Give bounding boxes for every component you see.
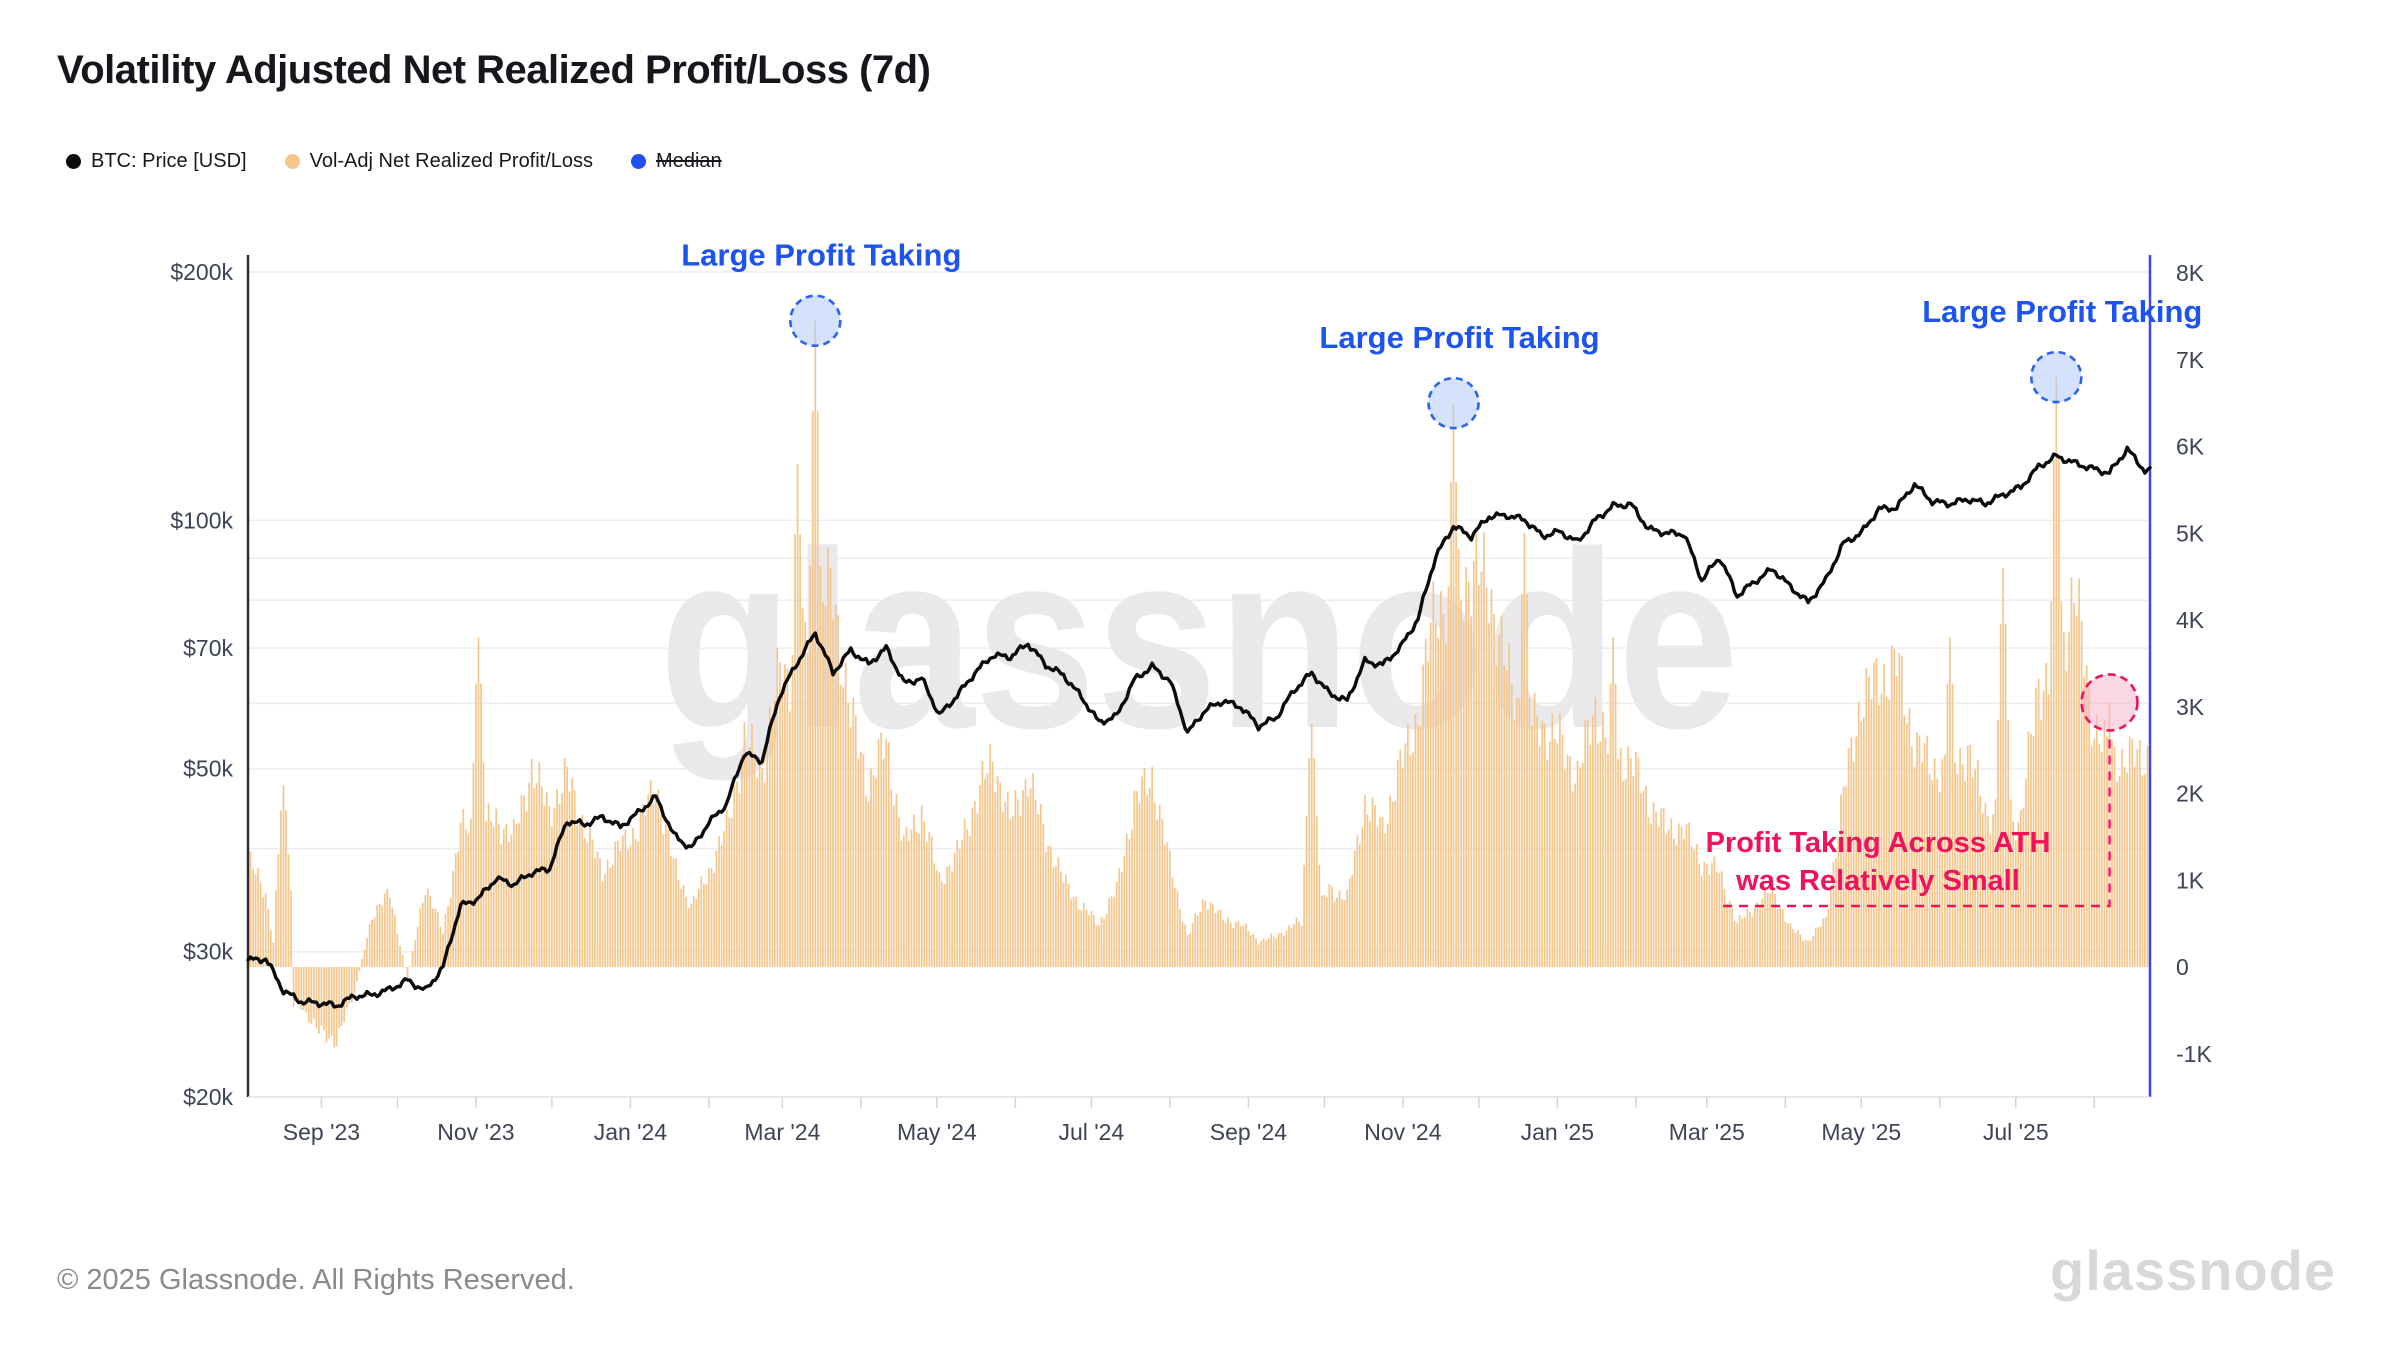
x-axis-tick-label: May '24 [897, 1119, 977, 1145]
chart-legend: BTC: Price [USD] Vol-Adj Net Realized Pr… [66, 150, 722, 173]
profit-taking-marker-circle-1 [789, 294, 842, 348]
y-left-tick-label: $30k [183, 939, 233, 965]
legend-item-median[interactable]: Median [631, 150, 722, 173]
legend-swatch-median-icon [631, 154, 647, 169]
y-left-tick-label: $100k [170, 507, 233, 533]
x-axis-tick-label: Jan '25 [1521, 1119, 1594, 1145]
x-axis-tick-label: Jul '25 [1983, 1119, 2049, 1145]
y-left-tick-label: $20k [183, 1084, 233, 1110]
y-left-tick-label: $70k [183, 635, 233, 661]
legend-swatch-vol-adj-nrpl-icon [284, 154, 300, 169]
small-profit-taking-marker-circle [2080, 673, 2139, 732]
profit-taking-annotation-label-2: Large Profit Taking [1319, 320, 1599, 355]
watermark-layer: glassnode [659, 500, 1739, 781]
x-axis-tick-label: Jan '24 [594, 1119, 668, 1145]
x-axis-tick-label: Nov '24 [1364, 1119, 1441, 1145]
y-right-tick-label: 0 [2176, 954, 2189, 980]
x-axis-tick-label: Mar '25 [1669, 1119, 1745, 1145]
legend-label-btc-price: BTC: Price [USD] [91, 150, 247, 172]
legend-label-median: Median [656, 150, 722, 172]
x-axis-tick-label: Jul '24 [1058, 1119, 1124, 1145]
y-right-tick-label: 2K [2176, 781, 2205, 807]
callout-annotation-label: Profit Taking Across ATH was Relatively S… [1706, 827, 2051, 897]
legend-label-vol-adj-nrpl: Vol-Adj Net Realized Profit/Loss [309, 150, 594, 172]
x-axis-tick-label: Sep '24 [1210, 1119, 1287, 1145]
y-right-tick-label: 5K [2176, 520, 2205, 546]
y-right-tick-label: 7K [2176, 347, 2205, 373]
profit-taking-annotation-label-3: Large Profit Taking [1922, 294, 2202, 329]
x-axis-tick-label: Sep '23 [283, 1119, 360, 1145]
y-right-tick-label: 3K [2176, 694, 2205, 720]
y-right-tick-label: 4K [2176, 607, 2205, 633]
callout-leader-line [1723, 733, 2111, 908]
y-right-tick-label: -1K [2176, 1041, 2212, 1067]
x-axis-tick-label: Mar '24 [744, 1119, 820, 1145]
profit-taking-annotation-label-1: Large Profit Taking [681, 238, 961, 273]
profit-taking-marker-circle-2 [1427, 376, 1480, 430]
annotations-layer: Large Profit Taking Large Profit Taking La… [681, 238, 2202, 908]
btc-price-line [246, 445, 2152, 1009]
y-right-tick-label: 8K [2176, 260, 2205, 286]
y-left-tick-label: $50k [183, 756, 233, 782]
glassnode-brand-logo: glassnode [2050, 1239, 2336, 1302]
y-right-tick-label: 1K [2176, 867, 2205, 893]
glassnode-watermark: glassnode [659, 500, 1739, 781]
copyright-text: © 2025 Glassnode. All Rights Reserved. [57, 1264, 575, 1296]
profit-taking-marker-circle-3 [2029, 350, 2083, 404]
y-left-tick-label: $200k [170, 259, 233, 285]
price-line-layer [246, 445, 2152, 1009]
legend-swatch-btc-price-icon [66, 154, 81, 169]
y-right-tick-label: 6K [2176, 434, 2205, 460]
x-axis-tick-label: Nov '23 [437, 1119, 514, 1145]
legend-item-btc-price[interactable]: BTC: Price [USD] [66, 150, 247, 173]
x-axis-tick-label: May '25 [1821, 1119, 1901, 1145]
page-title: Volatility Adjusted Net Realized Profit/… [57, 48, 931, 92]
axes-layer [246, 255, 2152, 1108]
axis-labels-layer: $200k $100k $70k $50k $30k $20k 8K 7K 6K 5K 4K 3K 2K… [170, 259, 2212, 1145]
legend-item-vol-adj-nrpl[interactable]: Vol-Adj Net Realized Profit/Loss [284, 150, 594, 173]
